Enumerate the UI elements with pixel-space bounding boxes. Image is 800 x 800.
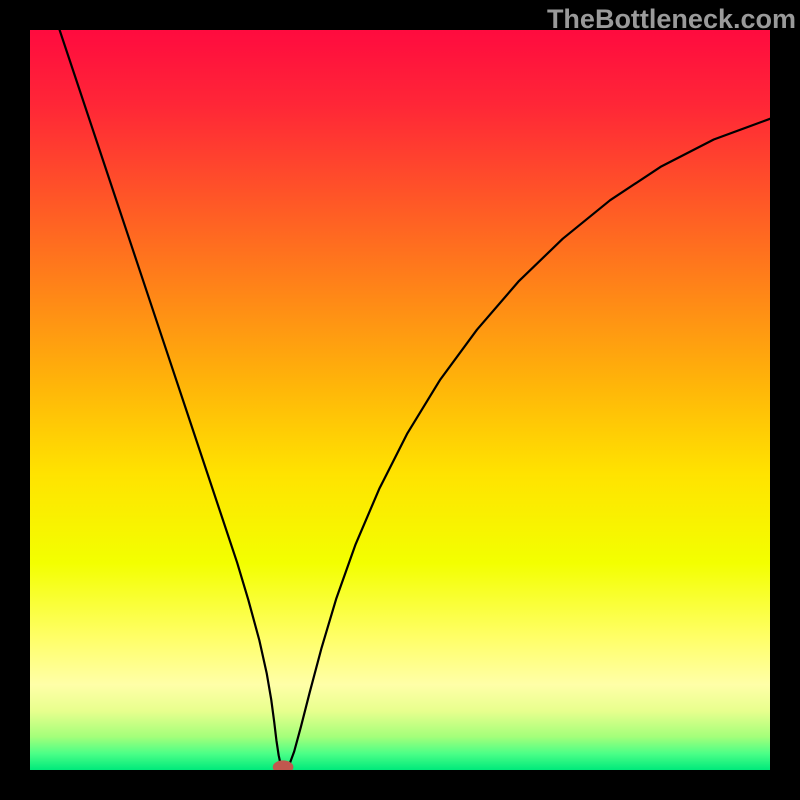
plot-area: [30, 30, 770, 770]
watermark-text: TheBottleneck.com: [547, 4, 796, 35]
chart-background: [30, 30, 770, 770]
chart-svg: [30, 30, 770, 770]
